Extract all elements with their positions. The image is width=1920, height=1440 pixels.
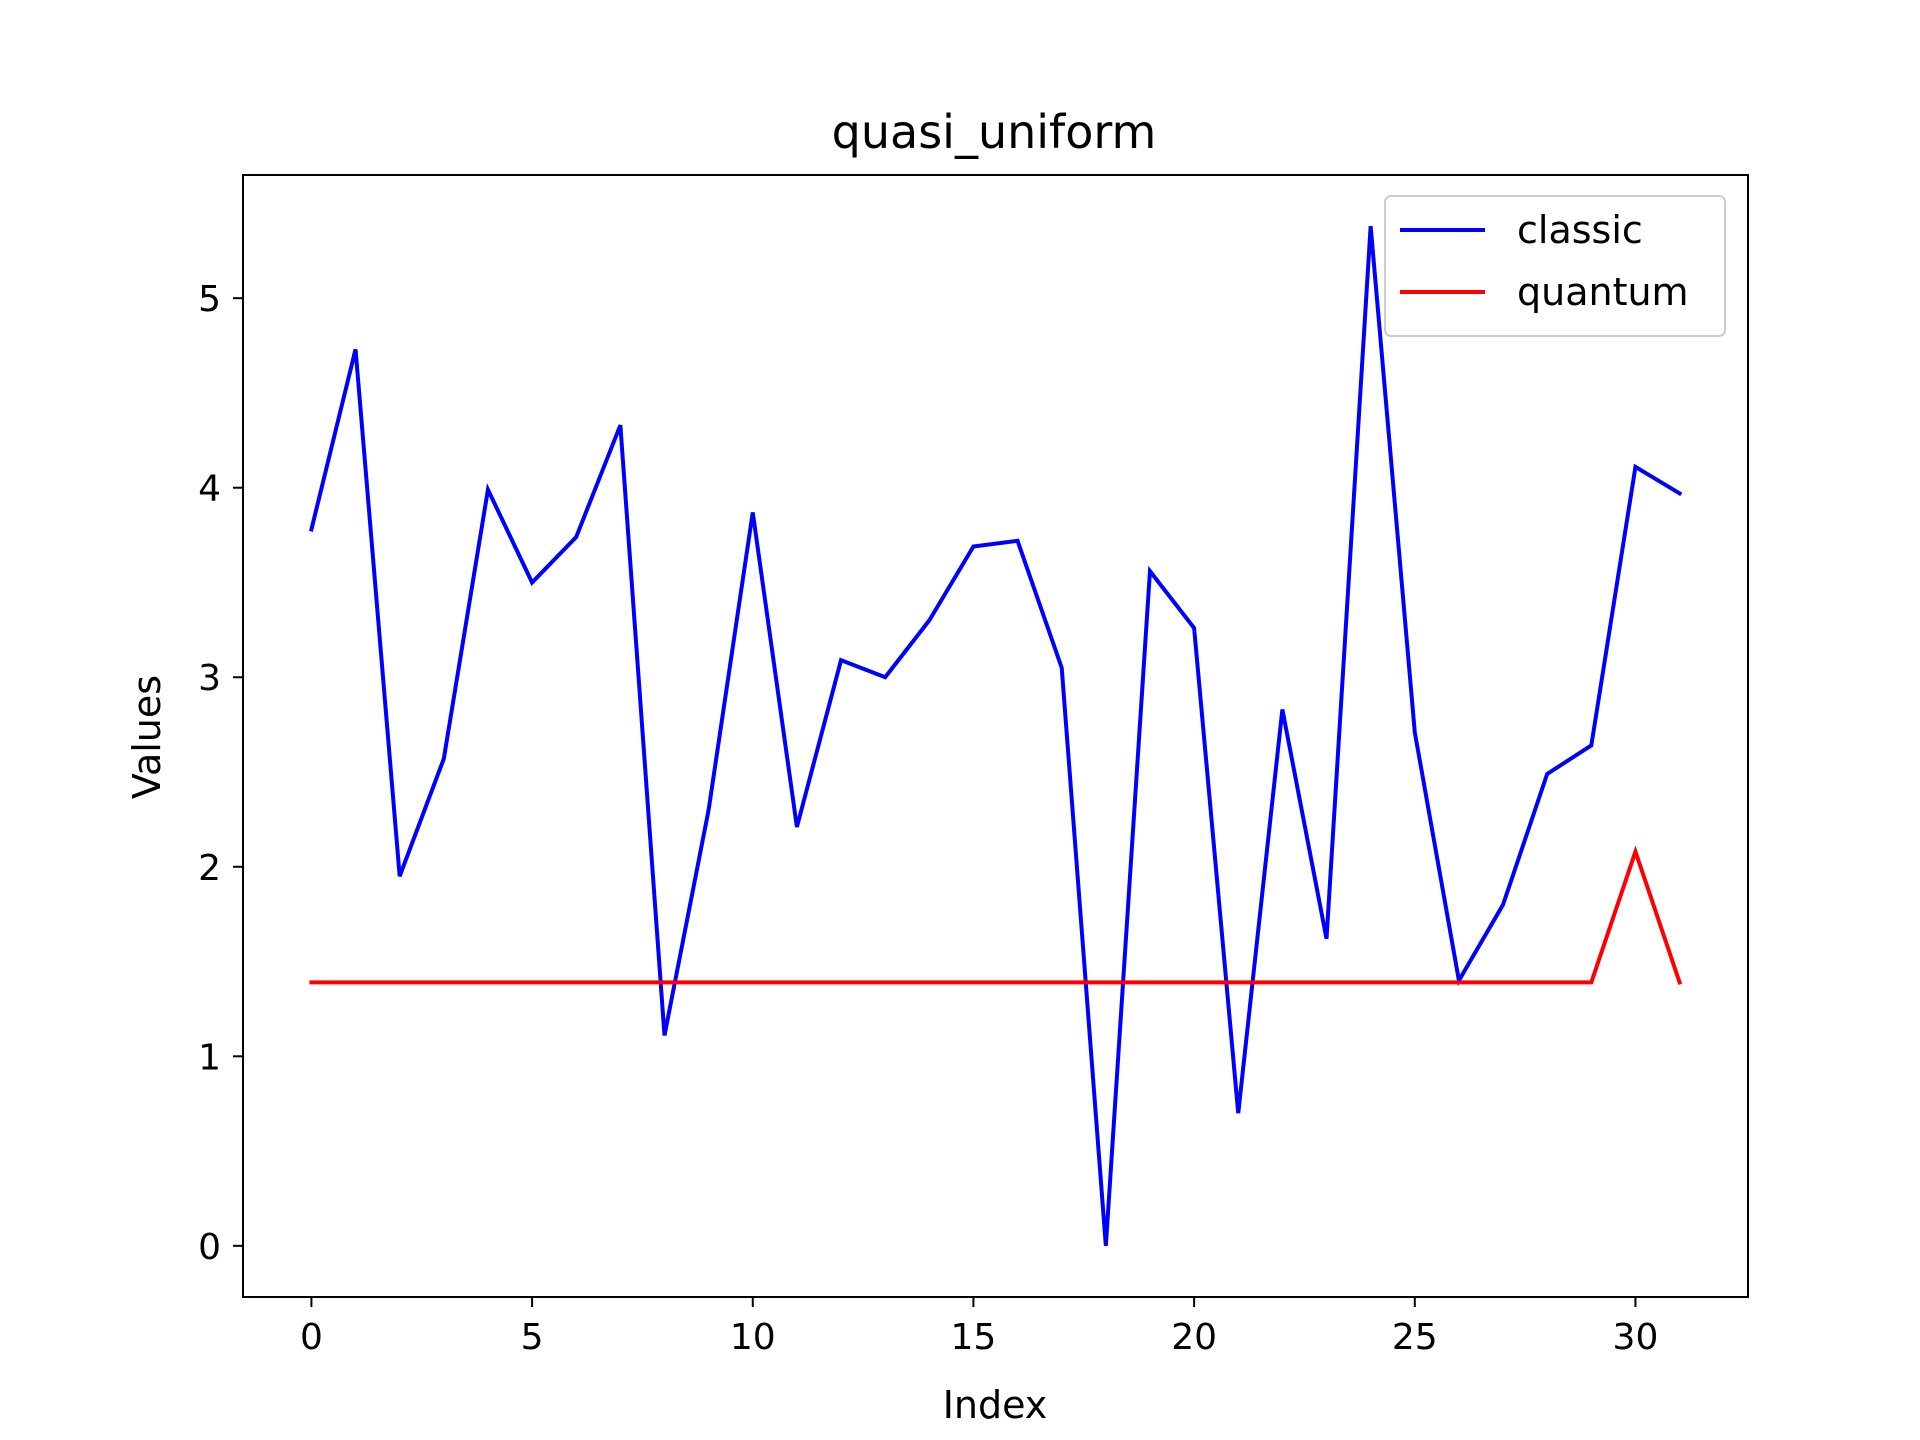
data-point-classic <box>1369 224 1373 228</box>
data-point-quantum <box>927 980 931 984</box>
data-point-quantum <box>883 980 887 984</box>
legend-label-quantum: quantum <box>1517 270 1689 314</box>
data-point-quantum <box>1280 980 1284 984</box>
data-point-quantum <box>442 980 446 984</box>
data-point-quantum <box>1236 980 1240 984</box>
y-tick-label: 5 <box>198 279 221 320</box>
data-point-quantum <box>618 980 622 984</box>
data-point-classic <box>1192 626 1196 630</box>
series-line-quantum <box>309 845 1683 985</box>
data-point-classic <box>1104 1244 1108 1248</box>
data-point-classic <box>1016 539 1020 543</box>
data-point-quantum <box>1060 980 1064 984</box>
y-tick-label: 0 <box>198 1227 221 1268</box>
data-point-quantum <box>839 980 843 984</box>
data-point-classic <box>839 658 843 662</box>
data-point-classic <box>1589 743 1593 747</box>
legend: classic quantum <box>1384 195 1726 337</box>
x-tick-label: 0 <box>300 1317 323 1358</box>
data-point-classic <box>1325 937 1329 941</box>
data-point-quantum <box>1148 980 1152 984</box>
data-point-quantum <box>1369 980 1373 984</box>
data-point-classic <box>618 423 622 427</box>
data-point-quantum <box>1501 980 1505 984</box>
data-point-quantum <box>1325 980 1329 984</box>
data-point-classic <box>971 544 975 548</box>
data-point-classic <box>707 808 711 812</box>
data-point-classic <box>530 580 534 584</box>
data-point-quantum <box>1633 850 1637 854</box>
data-point-quantum <box>1104 980 1108 984</box>
data-point-quantum <box>707 980 711 984</box>
data-point-classic <box>662 1033 666 1037</box>
data-point-quantum <box>574 980 578 984</box>
x-axis: 0 5 10 15 20 25 30 <box>300 1297 1658 1358</box>
data-point-classic <box>1501 903 1505 907</box>
y-tick-label: 1 <box>198 1037 221 1078</box>
data-point-quantum <box>1678 980 1682 984</box>
x-tick-label: 15 <box>951 1317 997 1358</box>
y-axis: 0 1 2 3 4 5 <box>198 279 243 1268</box>
x-tick-label: 25 <box>1392 1317 1438 1358</box>
data-point-classic <box>927 618 931 622</box>
data-point-classic <box>1678 491 1682 495</box>
data-point-classic <box>486 488 490 492</box>
data-point-classic <box>1280 707 1284 711</box>
data-point-quantum <box>309 980 313 984</box>
data-point-classic <box>398 874 402 878</box>
plot-area <box>308 224 1683 1248</box>
data-point-classic <box>442 757 446 761</box>
data-point-classic <box>1236 1111 1240 1115</box>
data-point-classic <box>354 347 358 351</box>
data-point-quantum <box>1016 980 1020 984</box>
data-point-quantum <box>971 980 975 984</box>
series-line-classic <box>308 225 1683 1246</box>
data-point-classic <box>1413 730 1417 734</box>
data-point-quantum <box>1457 980 1461 984</box>
data-point-classic <box>751 510 755 514</box>
data-point-quantum <box>530 980 534 984</box>
data-point-quantum <box>751 980 755 984</box>
data-point-quantum <box>662 980 666 984</box>
data-point-quantum <box>398 980 402 984</box>
data-point-classic <box>1060 666 1064 670</box>
chart-title: quasi_uniform <box>832 105 1157 159</box>
y-tick-label: 3 <box>198 658 221 699</box>
y-axis-label: Values <box>125 675 169 799</box>
data-point-quantum <box>1192 980 1196 984</box>
data-point-classic <box>574 535 578 539</box>
legend-label-classic: classic <box>1517 208 1643 252</box>
x-tick-label: 5 <box>521 1317 544 1358</box>
y-tick-label: 4 <box>198 469 221 510</box>
data-point-quantum <box>1545 980 1549 984</box>
data-point-classic <box>309 527 313 531</box>
data-point-quantum <box>1589 980 1593 984</box>
x-tick-label: 20 <box>1171 1317 1217 1358</box>
data-point-quantum <box>795 980 799 984</box>
data-point-classic <box>1545 772 1549 776</box>
data-point-classic <box>1148 569 1152 573</box>
x-tick-label: 30 <box>1613 1317 1659 1358</box>
x-tick-label: 10 <box>730 1317 776 1358</box>
axes-frame <box>242 174 1749 1298</box>
data-point-quantum <box>354 980 358 984</box>
data-point-classic <box>1633 465 1637 469</box>
data-point-classic <box>883 675 887 679</box>
y-tick-label: 2 <box>198 848 221 889</box>
data-point-quantum <box>1413 980 1417 984</box>
data-point-quantum <box>486 980 490 984</box>
data-point-classic <box>795 825 799 829</box>
x-axis-label: Index <box>943 1383 1048 1427</box>
